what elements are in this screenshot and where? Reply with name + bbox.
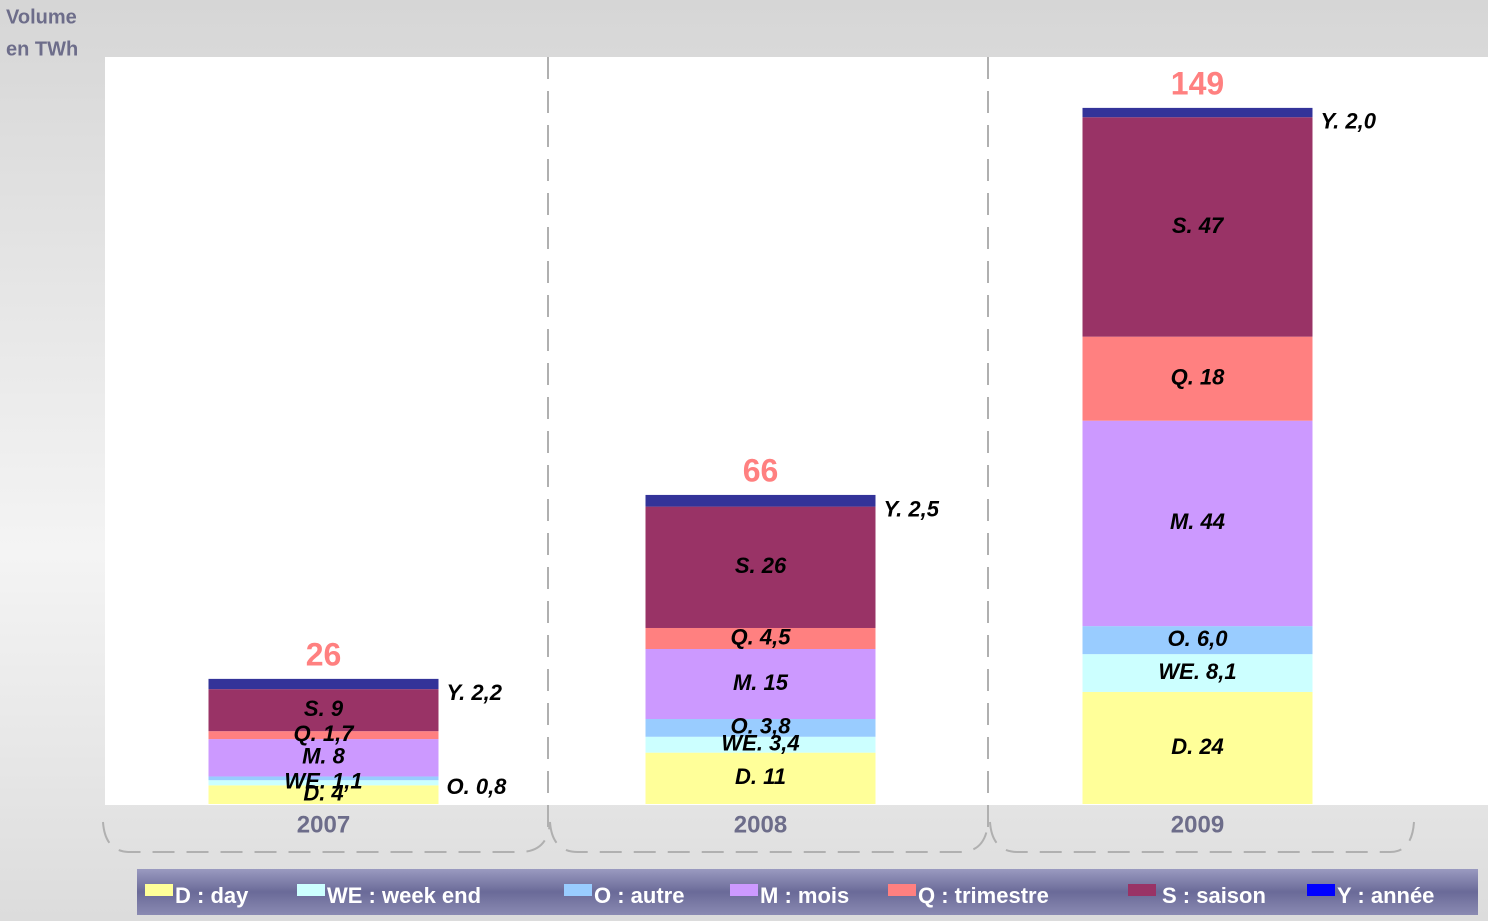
segment-label: M. 44 [1170,509,1225,534]
segment-label: S. 47 [1172,213,1225,238]
x-tick-label: 2008 [734,811,787,838]
legend-label: D : day [175,883,249,908]
segment-label: O. 0,8 [447,774,508,799]
x-tick-label: 2009 [1171,811,1224,838]
bar-segment [208,776,439,781]
legend-swatch [1128,884,1156,896]
segment-label: M. 8 [302,744,346,769]
bar-segment [208,780,439,786]
legend-swatch [888,884,916,896]
legend-label: Y : année [1337,883,1434,908]
total-label: 149 [1171,65,1224,101]
y-label: Volume [6,6,77,28]
legend-swatch [730,884,758,896]
bar-segment [1082,336,1313,421]
legend-swatch [145,884,173,896]
bar-segment [208,785,439,804]
bar-segment [645,752,876,804]
segment-label: WE. 8,1 [1158,659,1236,684]
total-label: 66 [743,452,779,488]
legend-label: O : autre [594,883,684,908]
segment-label: M. 15 [733,670,789,695]
segment-label: O. 6,0 [1168,626,1229,651]
bar-segment [645,506,876,628]
y-label: en TWh [6,38,78,60]
bar-segment [208,689,439,732]
segment-label: S. 26 [735,553,787,578]
segment-label: O. 3,8 [731,714,792,739]
segment-label: Q. 18 [1171,364,1226,389]
bar-segment [1082,691,1313,804]
bar-segment [208,678,439,690]
bar-segment [1082,654,1313,692]
legend-label: S : saison [1162,883,1266,908]
bar-segment [645,627,876,649]
segment-label: D. 4 [303,780,343,805]
bar-segment [1082,117,1313,337]
segment-label: S. 9 [304,696,344,721]
segment-label: Y. 2,5 [884,497,940,522]
legend-label: M : mois [760,883,849,908]
bar-segment [208,731,439,740]
bar-segment [645,648,876,720]
legend-box [137,869,1478,915]
segment-label: Y. 2,2 [447,680,503,705]
legend-label: WE : week end [327,883,481,908]
segment-label: Y. 2,0 [1321,108,1377,133]
bar-segment [1082,420,1313,627]
segment-label: D. 24 [1171,734,1224,759]
segment-label: WE. 1,1 [284,769,362,794]
legend-label: Q : trimestre [918,883,1049,908]
bar-segment [1082,626,1313,655]
separators [102,57,1415,853]
x-tick-label: 2007 [297,811,350,838]
legend-swatch [1307,884,1335,896]
bar-segment [1082,107,1313,118]
legend-swatch [297,884,325,896]
total-label: 26 [306,636,342,672]
bar-segment [645,736,876,753]
bar-segment [645,719,876,737]
bar-segment [645,494,876,507]
segment-label: WE. 3,4 [721,731,799,756]
segment-label: D. 11 [735,764,786,789]
segment-label: Q. 4,5 [731,624,792,649]
legend-swatch [564,884,592,896]
segment-label: Q. 1,7 [294,721,356,746]
bar-segment [208,739,439,777]
